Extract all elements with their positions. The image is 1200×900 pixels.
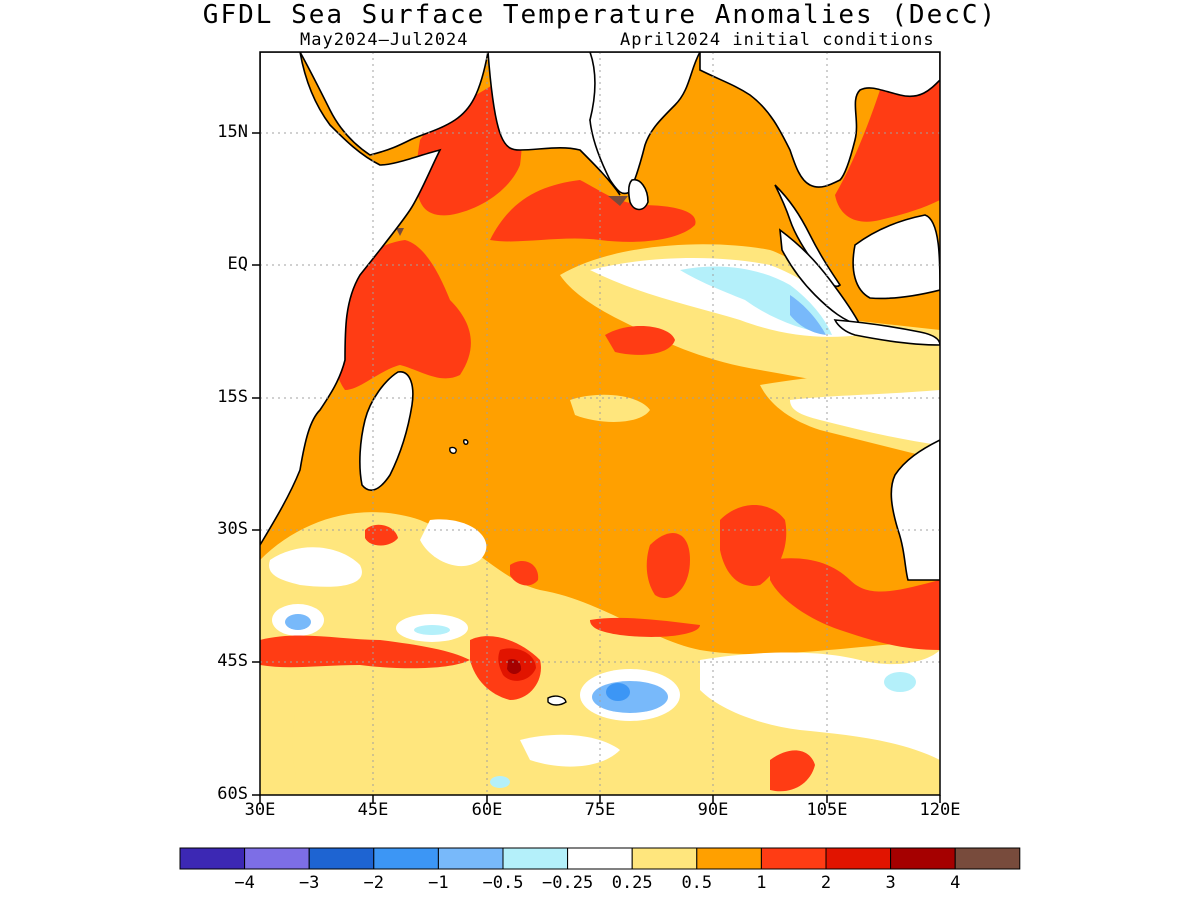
australia-land [890,439,940,581]
colorbar-swatch [308,847,375,870]
axis-ticks [252,132,941,803]
anomaly-patch-red [260,635,470,669]
colorbar-swatch [890,847,956,870]
anomaly-patch-blue [285,614,311,630]
anomaly-patch-cyan [884,672,916,692]
anomaly-patch-white [520,734,620,767]
colorbar-label: 3 [885,873,896,893]
lat-label-15s: 15S [217,387,248,407]
anomaly-patch-red [720,505,787,586]
java-land [833,319,940,346]
colorbar-swatch [825,847,892,870]
colorbar-swatch [502,847,569,870]
colorbar-swatch [760,847,827,870]
colorbar-swatch [373,847,439,870]
anomaly-patch-cyan [414,625,450,635]
colorbar-label: 4 [950,873,961,893]
colorbar-swatch [437,847,504,870]
colorbar-label: 1 [756,873,767,893]
lon-label-75e: 75E [584,800,616,820]
colorbar-label: −0.25 [542,873,594,893]
colorbar-swatch [954,847,1021,870]
anomaly-patch-red [490,180,696,242]
anomaly-patch-red [332,240,471,390]
colorbar-label: −4 [234,873,255,893]
anomaly-patch-brown [396,228,404,236]
lon-label-45e: 45E [357,800,389,820]
colorbar-label: 0.25 [611,873,653,893]
lat-label-eq: EQ [227,254,248,274]
anomaly-patch-light [570,394,650,422]
island-land [547,695,567,706]
lon-label-120e: 120E [919,800,961,820]
chart-title: GFDL Sea Surface Temperature Anomalies (… [202,0,998,30]
island-land [463,439,469,445]
colorbar-label: −1 [428,873,449,893]
anomaly-patch-cyan [490,776,510,788]
bay-coast-land [699,52,940,188]
anomaly-patch-white [790,390,940,445]
colorbar-swatch [631,847,698,870]
lat-label-15n: 15N [217,122,248,142]
anomaly-patch-light [292,696,720,795]
anomaly-patch-white [420,519,487,567]
sri-lanka-land [627,178,649,211]
anomaly-patch-lightblue [790,295,826,335]
island-land [449,446,457,454]
anomaly-patch-brown [608,196,628,206]
anomaly-patch-red [510,560,539,586]
anomaly-patch-red [646,533,690,599]
colorbar-swatch [179,847,246,870]
anomaly-patch-red [835,75,940,222]
anomaly-patch-red [770,750,815,792]
anomaly-patch-white [269,547,362,587]
colorbar-swatch [567,847,633,870]
anomaly-patch-red [365,524,398,546]
anomaly-patch-blue [606,683,630,701]
anomaly-patch-white [700,650,940,760]
anomaly-patch-brown [507,659,522,675]
anomaly-patch-red [770,558,940,650]
forecast-period: May2024–Jul2024 [300,30,469,50]
colorbar-label: −0.5 [482,873,524,893]
colorbar-swatch [696,847,762,870]
lon-label-90e: 90E [697,800,729,820]
gridlines [260,52,940,795]
lon-label-105e: 105E [806,800,848,820]
lat-label-60s: 60S [217,784,248,804]
colorbar-label: 2 [820,873,832,893]
lon-label-30e: 30E [244,800,276,820]
lon-label-60e: 60E [471,800,503,820]
anomaly-patch-red [605,325,675,355]
colorbar-label: −2 [363,873,385,893]
lat-label-30s: 30S [217,519,248,539]
lat-label-45s: 45S [217,651,248,671]
colorbar-label: −3 [298,873,320,893]
colorbar-swatch [244,847,310,870]
initial-conditions: April2024 initial conditions [620,30,935,50]
anomaly-patch-red [590,617,700,637]
africa-land [260,52,489,547]
colorbar-label: 0.5 [681,873,713,893]
